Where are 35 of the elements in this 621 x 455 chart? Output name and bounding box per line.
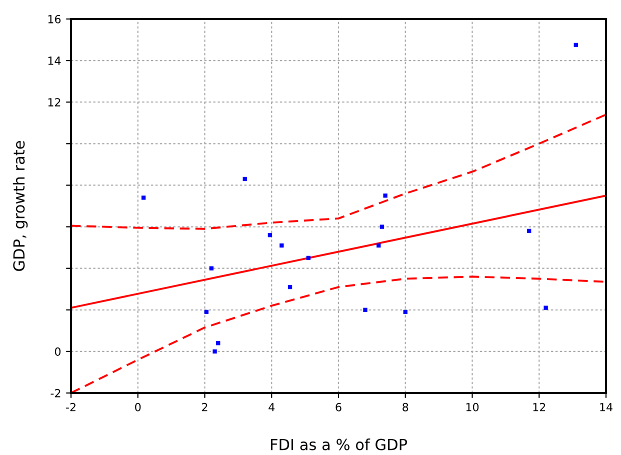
point — [212, 349, 217, 354]
x-tick-label: -2 — [66, 402, 76, 412]
x-tick-label: 12 — [533, 402, 546, 412]
y-tick-label: 12 — [48, 98, 60, 106]
point — [268, 233, 272, 238]
point — [306, 256, 310, 260]
point — [527, 228, 532, 234]
point — [216, 341, 220, 346]
point — [380, 224, 384, 229]
x-tick-label: 8 — [402, 402, 408, 412]
x-tick-label: 10 — [466, 402, 479, 412]
point — [204, 310, 209, 314]
point — [376, 243, 381, 248]
x-tick-label: 0 — [135, 402, 141, 412]
point — [288, 284, 292, 290]
y-tick-label: -2 — [50, 388, 60, 398]
x-tick-label: 14 — [600, 403, 612, 412]
x-tick-label: 4 — [268, 403, 275, 412]
line-series — [71, 114, 606, 230]
point — [141, 196, 146, 200]
point — [574, 42, 578, 48]
point — [363, 308, 368, 312]
y-tick-label: 0 — [54, 347, 61, 356]
point — [242, 176, 247, 182]
y-tick-label: 16 — [48, 14, 61, 24]
point — [280, 243, 284, 248]
point — [403, 310, 408, 314]
y-tick-label: 14 — [48, 56, 61, 65]
x-tick-label: 6 — [336, 402, 342, 412]
x-tick-label: 2 — [202, 402, 208, 412]
y-axis-title: GDP, growth rate — [12, 141, 28, 271]
point — [209, 266, 214, 270]
x-axis-title: FDI as a % of GDP — [270, 438, 408, 450]
point — [383, 194, 388, 198]
point — [544, 306, 548, 310]
